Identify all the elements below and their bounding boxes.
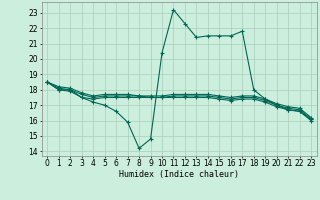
- X-axis label: Humidex (Indice chaleur): Humidex (Indice chaleur): [119, 170, 239, 179]
